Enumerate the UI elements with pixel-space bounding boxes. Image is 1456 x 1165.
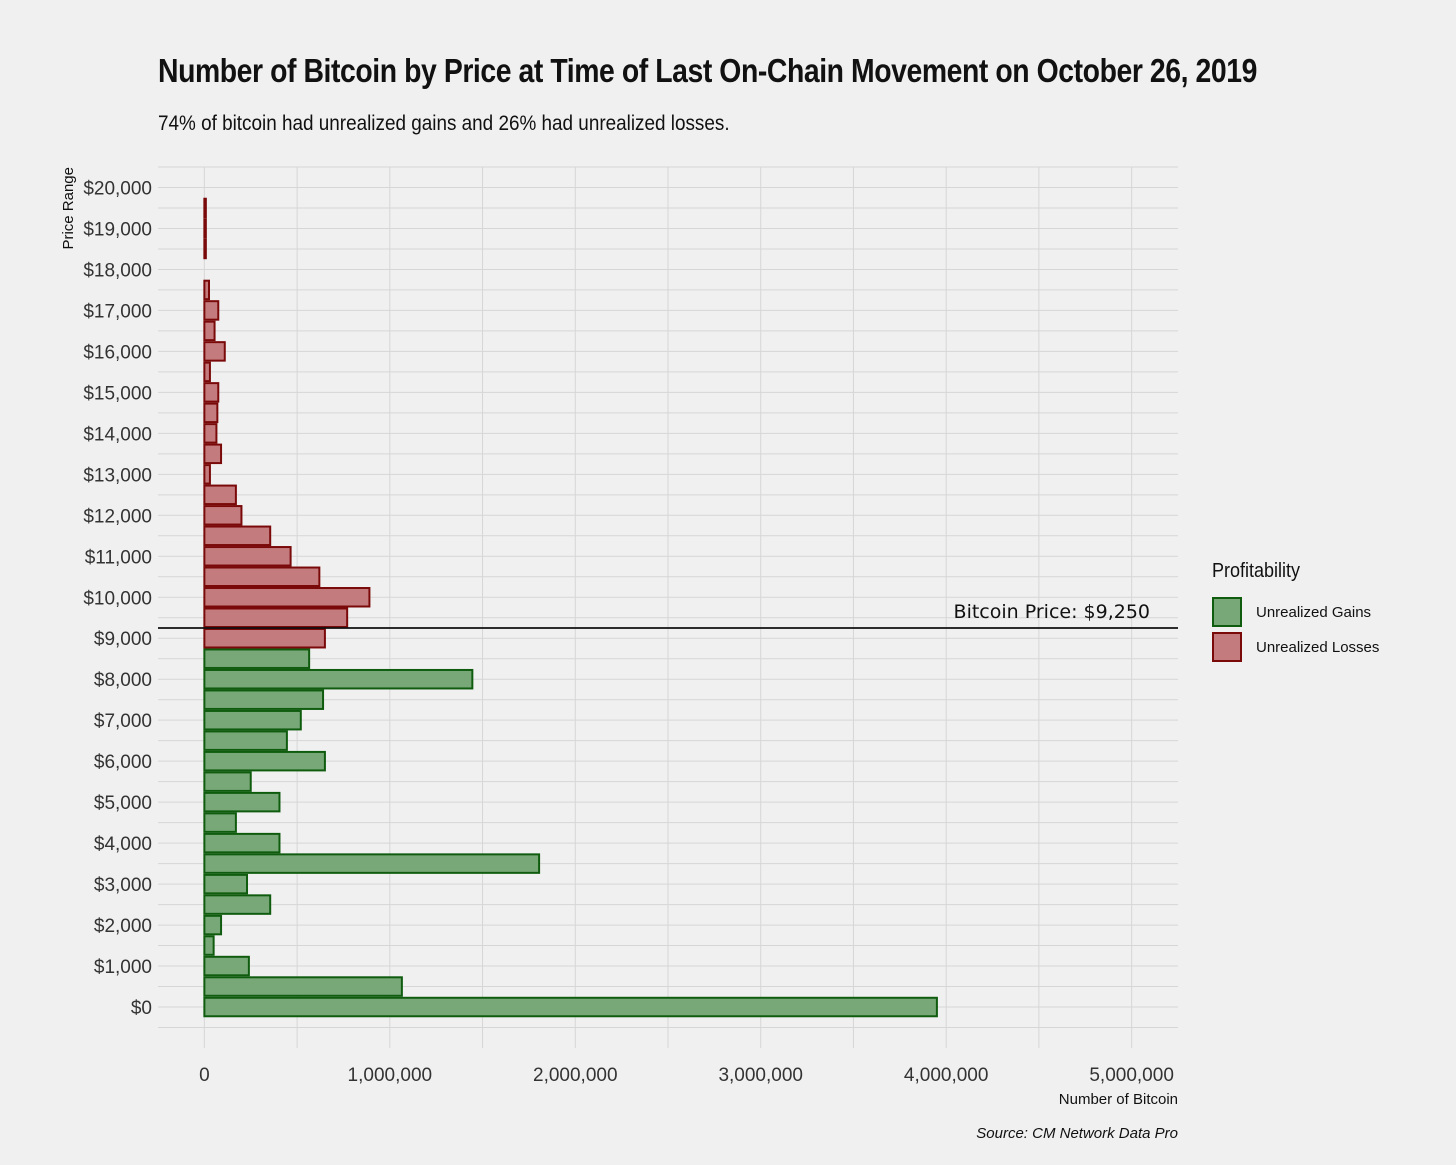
y-tick-label: $15,000 <box>83 383 152 404</box>
bar-losses <box>203 341 226 362</box>
bar-losses <box>203 525 272 547</box>
bar-losses <box>203 587 371 608</box>
bar-gains <box>203 894 272 915</box>
legend-label-losses: Unrealized Losses <box>1256 638 1380 656</box>
bitcoin-price-label: Bitcoin Price: $9,250 <box>954 601 1150 623</box>
y-tick-label: $18,000 <box>83 260 152 281</box>
legend-label-gains: Unrealized Gains <box>1256 603 1372 621</box>
bar-gains <box>203 791 281 813</box>
bar-gains <box>203 976 403 997</box>
bar-losses <box>203 218 207 239</box>
bar-losses <box>203 197 207 219</box>
x-tick-label: 3,000,000 <box>718 1065 803 1086</box>
legend-title: Profitability <box>1212 560 1301 582</box>
y-tick-label: $0 <box>131 998 152 1019</box>
y-tick-label: $11,000 <box>85 547 152 568</box>
y-tick-label: $5,000 <box>94 793 152 814</box>
bar-gains <box>203 873 249 895</box>
x-tick-label: 4,000,000 <box>904 1065 989 1086</box>
legend-item-losses: Unrealized Losses <box>1212 630 1379 664</box>
bar-losses <box>203 627 326 649</box>
legend-swatch-losses <box>1212 632 1242 662</box>
bar-gains <box>203 996 938 1018</box>
y-tick-label: $10,000 <box>83 588 152 609</box>
y-tick-label: $12,000 <box>83 506 152 527</box>
bar-gains <box>203 935 215 956</box>
bar-losses <box>203 300 220 321</box>
bar-gains <box>203 832 281 854</box>
bar-losses <box>203 607 349 628</box>
y-tick-label: $4,000 <box>94 834 152 855</box>
bar-gains <box>203 914 223 936</box>
chart-subtitle: 74% of bitcoin had unrealized gains and … <box>158 112 730 135</box>
y-tick-label: $3,000 <box>94 875 152 896</box>
legend-item-gains: Unrealized Gains <box>1212 595 1379 629</box>
bar-losses <box>203 566 321 588</box>
y-tick-label: $19,000 <box>83 219 152 240</box>
x-tick-label: 1,000,000 <box>348 1065 433 1086</box>
bar-losses <box>203 423 218 444</box>
legend: Profitability Unrealized Gains Unrealize… <box>1212 560 1379 665</box>
bar-gains <box>203 648 311 669</box>
chart-title: Number of Bitcoin by Price at Time of La… <box>158 52 1257 89</box>
y-tick-label: $6,000 <box>94 752 152 773</box>
y-tick-label: $2,000 <box>94 916 152 937</box>
legend-swatch-gains <box>1212 597 1242 627</box>
y-tick-label: $16,000 <box>83 342 152 363</box>
bar-losses <box>203 464 211 485</box>
y-tick-label: $13,000 <box>83 465 152 486</box>
x-tick-label: 2,000,000 <box>533 1065 618 1086</box>
bar-gains <box>203 853 541 874</box>
bar-gains <box>203 750 326 772</box>
y-tick-label: $8,000 <box>94 670 152 691</box>
bar-gains <box>203 668 474 690</box>
bar-losses <box>203 382 220 403</box>
bar-losses <box>203 505 243 526</box>
bar-losses <box>203 361 211 383</box>
bar-gains <box>203 812 237 833</box>
y-tick-label: $20,000 <box>83 178 152 199</box>
y-tick-label: $1,000 <box>94 957 152 978</box>
bar-losses <box>203 484 237 506</box>
x-tick-label: 5,000,000 <box>1089 1065 1174 1086</box>
bar-losses <box>203 279 210 301</box>
bar-gains <box>203 730 288 751</box>
y-tick-label: $14,000 <box>83 424 152 445</box>
bar-gains <box>203 771 252 792</box>
bar-losses <box>203 238 207 260</box>
y-tick-label: $7,000 <box>94 711 152 732</box>
bar-losses <box>203 443 223 465</box>
x-tick-label: 0 <box>199 1065 210 1086</box>
bar-losses <box>203 320 216 342</box>
bar-losses <box>203 546 292 567</box>
x-axis-title: Number of Bitcoin <box>1059 1091 1178 1108</box>
bar-losses <box>203 402 219 424</box>
bar-gains <box>203 689 325 710</box>
y-tick-label: $17,000 <box>83 301 152 322</box>
bar-gains <box>203 709 302 731</box>
bar-gains <box>203 955 250 977</box>
y-tick-label: $9,000 <box>94 629 152 650</box>
y-axis-title: Price Range <box>60 167 77 250</box>
source-note: Source: CM Network Data Pro <box>976 1125 1178 1142</box>
